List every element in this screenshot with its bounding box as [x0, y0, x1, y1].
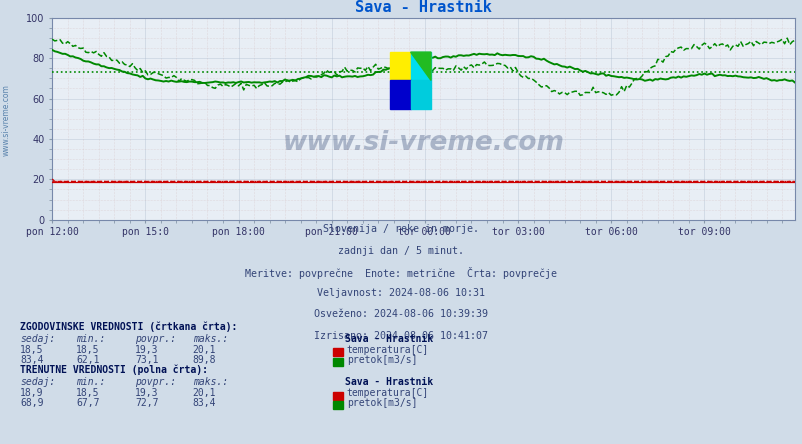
- Text: Izrisano: 2024-08-06 10:41:07: Izrisano: 2024-08-06 10:41:07: [314, 331, 488, 341]
- Title: Sava - Hrastnik: Sava - Hrastnik: [354, 0, 492, 15]
- Bar: [390, 52, 410, 80]
- Text: Meritve: povprečne  Enote: metrične  Črta: povprečje: Meritve: povprečne Enote: metrične Črta:…: [245, 267, 557, 279]
- Text: 20,1: 20,1: [192, 388, 216, 398]
- Text: 83,4: 83,4: [20, 355, 43, 365]
- Text: temperatura[C]: temperatura[C]: [346, 345, 428, 356]
- Text: 18,9: 18,9: [20, 388, 43, 398]
- Polygon shape: [410, 52, 431, 80]
- Text: 62,1: 62,1: [76, 355, 99, 365]
- Text: ZGODOVINSKE VREDNOSTI (črtkana črta):: ZGODOVINSKE VREDNOSTI (črtkana črta):: [20, 322, 237, 333]
- Text: 73,1: 73,1: [135, 355, 158, 365]
- Text: min.:: min.:: [76, 334, 106, 344]
- Text: www.si-vreme.com: www.si-vreme.com: [282, 130, 564, 156]
- Text: Slovenija / reke in morje.: Slovenija / reke in morje.: [323, 224, 479, 234]
- Text: maks.:: maks.:: [192, 334, 228, 344]
- Text: 19,3: 19,3: [135, 388, 158, 398]
- Text: www.si-vreme.com: www.si-vreme.com: [2, 84, 11, 156]
- Text: 20,1: 20,1: [192, 345, 216, 356]
- Text: Sava - Hrastnik: Sava - Hrastnik: [345, 334, 433, 344]
- Text: sedaj:: sedaj:: [20, 377, 55, 387]
- Text: maks.:: maks.:: [192, 377, 228, 387]
- Text: 83,4: 83,4: [192, 398, 216, 408]
- Text: Osveženo: 2024-08-06 10:39:39: Osveženo: 2024-08-06 10:39:39: [314, 309, 488, 320]
- Text: 72,7: 72,7: [135, 398, 158, 408]
- Text: Veljavnost: 2024-08-06 10:31: Veljavnost: 2024-08-06 10:31: [317, 288, 485, 298]
- Text: temperatura[C]: temperatura[C]: [346, 388, 428, 398]
- Text: 18,5: 18,5: [76, 345, 99, 356]
- Text: 18,5: 18,5: [20, 345, 43, 356]
- Text: 67,7: 67,7: [76, 398, 99, 408]
- Text: 19,3: 19,3: [135, 345, 158, 356]
- Text: sedaj:: sedaj:: [20, 334, 55, 344]
- Text: min.:: min.:: [76, 377, 106, 387]
- Bar: [410, 80, 431, 109]
- Text: 18,5: 18,5: [76, 388, 99, 398]
- Text: pretok[m3/s]: pretok[m3/s]: [346, 355, 417, 365]
- Text: pretok[m3/s]: pretok[m3/s]: [346, 398, 417, 408]
- Text: 68,9: 68,9: [20, 398, 43, 408]
- Text: Sava - Hrastnik: Sava - Hrastnik: [345, 377, 433, 387]
- Text: povpr.:: povpr.:: [135, 334, 176, 344]
- Text: TRENUTNE VREDNOSTI (polna črta):: TRENUTNE VREDNOSTI (polna črta):: [20, 365, 208, 376]
- Bar: [410, 52, 431, 80]
- Text: zadnji dan / 5 minut.: zadnji dan / 5 minut.: [338, 246, 464, 256]
- Text: 89,8: 89,8: [192, 355, 216, 365]
- Text: povpr.:: povpr.:: [135, 377, 176, 387]
- Bar: [390, 80, 410, 109]
